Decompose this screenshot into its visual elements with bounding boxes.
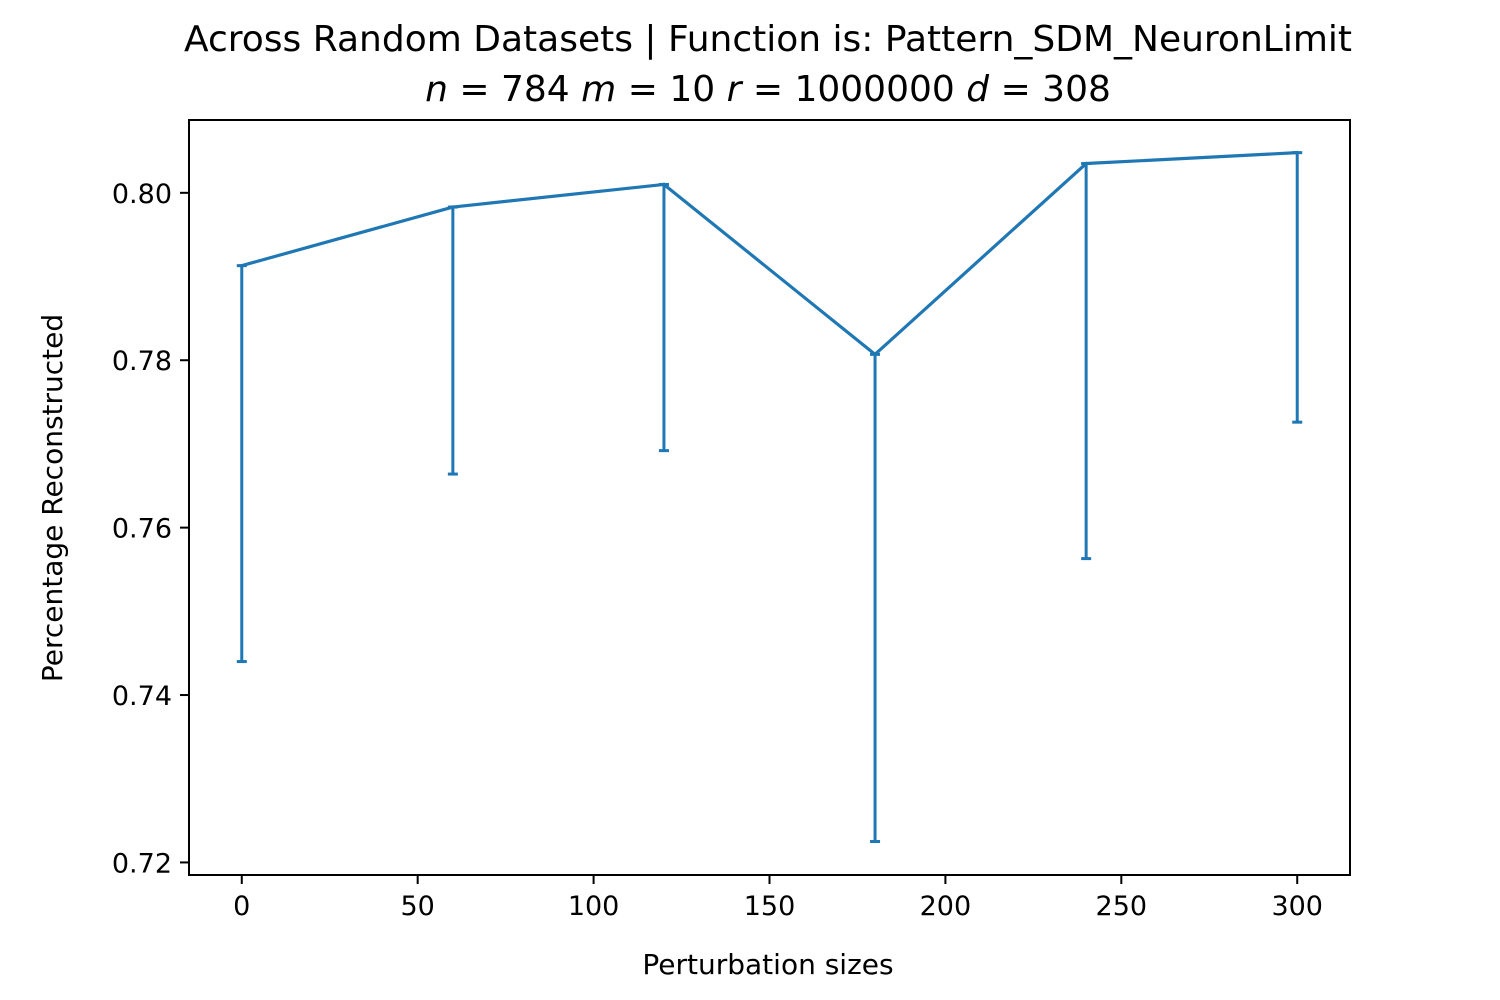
subtitle-d-value: 308 [1042, 69, 1111, 110]
y-tick-label: 0.72 [112, 848, 172, 879]
y-axis: 0.72 0.74 0.76 0.78 0.80 [112, 179, 189, 879]
subtitle-d-label: d [966, 69, 990, 110]
x-tick-label: 50 [401, 891, 435, 922]
x-tick-label: 250 [1096, 891, 1148, 922]
data-point [1295, 150, 1300, 155]
x-tick-label: 100 [568, 891, 620, 922]
subtitle-r-label: r [727, 69, 744, 110]
data-point [1084, 161, 1088, 166]
x-tick-label: 200 [920, 891, 972, 922]
data-point [873, 352, 877, 357]
series-line [241, 151, 1298, 356]
y-tick-label: 0.74 [112, 681, 172, 712]
subtitle-d-equals: = [1001, 69, 1043, 110]
data-point [239, 263, 244, 268]
plot-area [236, 150, 1303, 844]
x-tick-label: 150 [744, 891, 796, 922]
chart-title: Across Random Datasets | Function is: Pa… [184, 19, 1352, 60]
subtitle-n-value: 784 [501, 69, 570, 110]
y-tick-label: 0.80 [112, 179, 172, 210]
subtitle-m-value: 10 [669, 69, 715, 110]
subtitle-m-equals: = [628, 69, 670, 110]
subtitle-m-label: m [581, 69, 616, 110]
subtitle-r-equals: = [753, 69, 795, 110]
y-tick-label: 0.78 [112, 346, 172, 377]
x-axis: 0 50 100 150 200 250 300 [233, 875, 1323, 922]
subtitle-r-value: 1000000 [794, 69, 954, 110]
subtitle-n-equals: = [459, 69, 501, 110]
x-axis-label: Perturbation sizes [642, 948, 893, 981]
data-point [662, 182, 666, 187]
x-tick-label: 300 [1271, 891, 1323, 922]
y-axis-label: Percentage Reconstructed [36, 314, 69, 682]
data-point [451, 205, 455, 209]
y-tick-label: 0.76 [112, 514, 172, 545]
x-tick-label: 0 [233, 891, 250, 922]
subtitle-n-label: n [425, 69, 448, 110]
chart-subtitle: n = 784 m = 10 r = 1000000 d = 308 [425, 69, 1111, 110]
